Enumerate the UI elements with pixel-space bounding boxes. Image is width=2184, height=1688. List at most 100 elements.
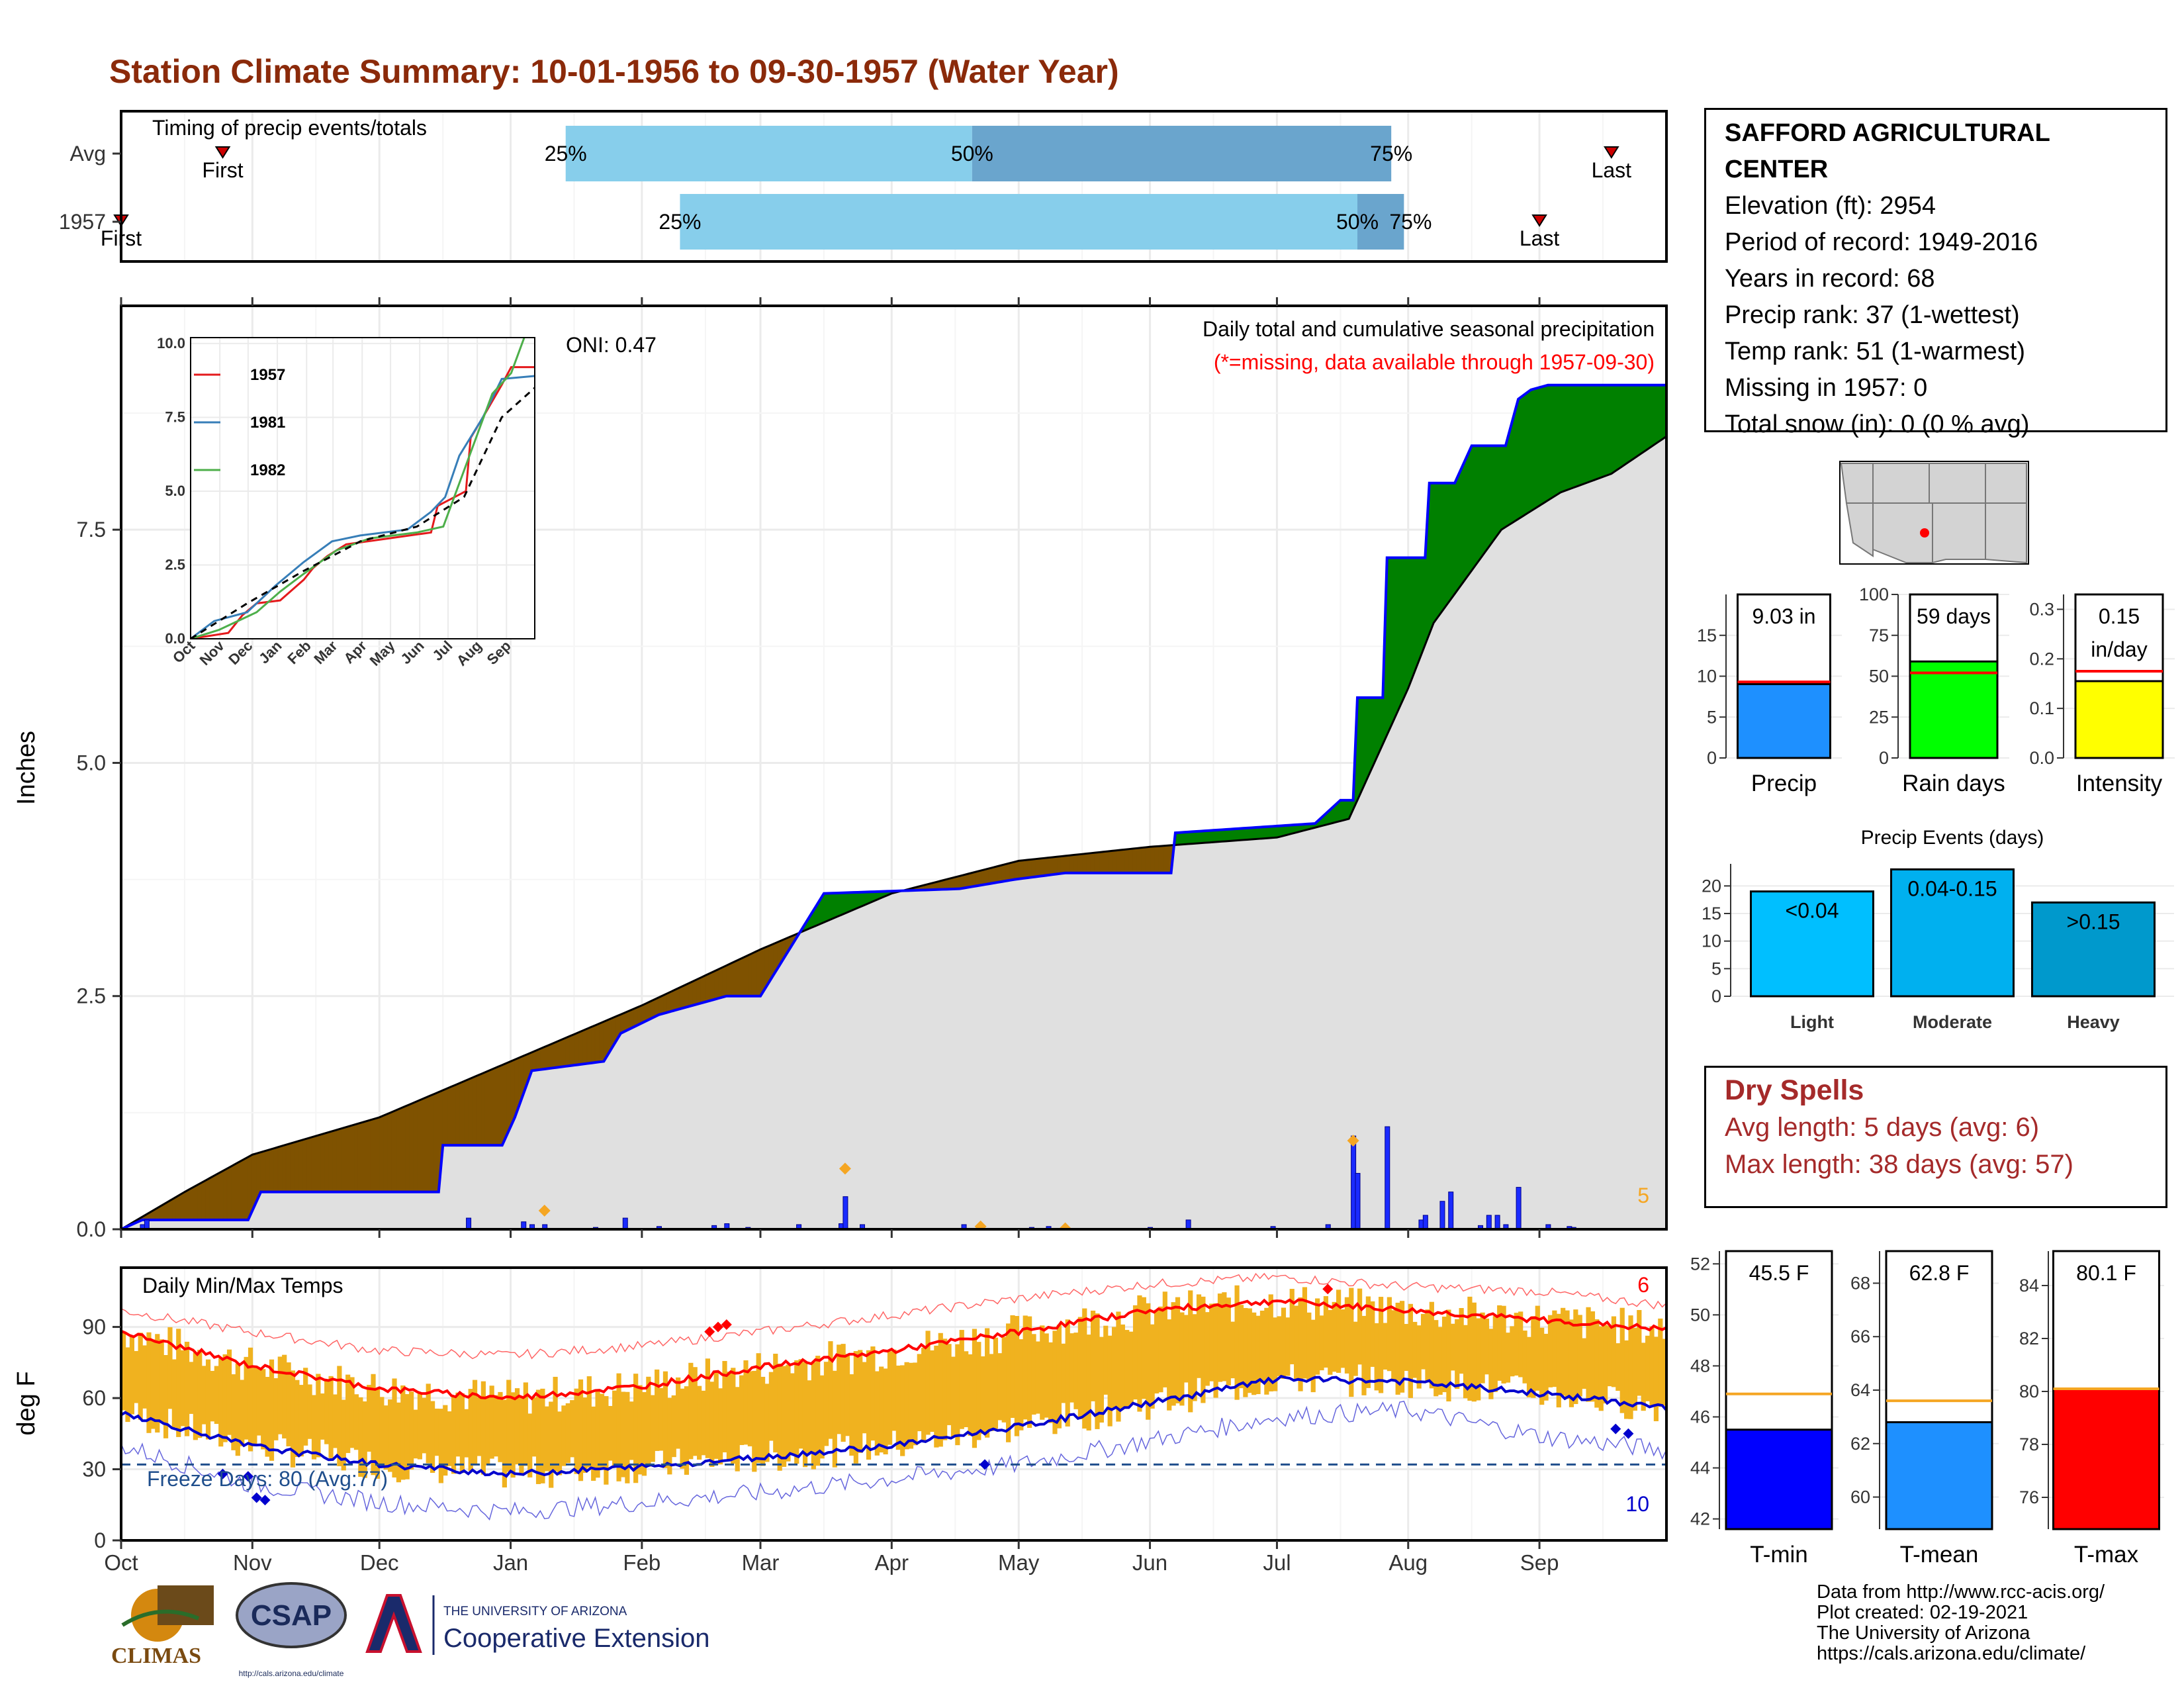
surplus-segment xyxy=(1467,445,1473,578)
daily-temp-bar xyxy=(709,1382,715,1467)
daily-temp-bar xyxy=(438,1409,443,1483)
daily-temp-bar xyxy=(1137,1295,1142,1412)
deficit-segment xyxy=(497,1064,503,1146)
daily-temp-bar xyxy=(180,1350,185,1427)
deficit-segment xyxy=(675,986,680,1011)
surplus-segment xyxy=(1255,827,1261,840)
deficit-segment xyxy=(1001,863,1007,882)
deficit-segment xyxy=(1035,858,1040,878)
daily-temp-bar xyxy=(595,1391,600,1478)
deficit-segment xyxy=(743,955,749,997)
daily-temp-bar xyxy=(790,1373,795,1454)
daily-temp-bar xyxy=(146,1332,152,1433)
daily-temp-bar xyxy=(1391,1310,1396,1380)
deficit-segment xyxy=(193,1184,198,1221)
precip-rank: Precip rank: 37 (1-wettest) xyxy=(1725,301,2020,329)
surplus-segment xyxy=(1208,829,1214,843)
deficit-segment xyxy=(726,962,731,997)
daily-temp-bar xyxy=(908,1362,914,1449)
footer-credits: Data from http://www.rcc-acis.org/ Plot … xyxy=(1817,1582,2105,1664)
deficit-segment xyxy=(345,1125,350,1193)
surplus-segment xyxy=(1522,392,1527,517)
daily-temp-bar xyxy=(1238,1305,1244,1389)
deficit-segment xyxy=(1052,856,1058,875)
surplus-segment xyxy=(1340,800,1345,821)
daily-temp-bar xyxy=(396,1402,402,1483)
daily-temp-bar xyxy=(1561,1307,1566,1396)
daily-temp-bar xyxy=(1056,1325,1062,1429)
inset-series-1982 xyxy=(191,338,525,639)
deficit-segment xyxy=(383,1113,388,1193)
daily-temp-bar xyxy=(637,1385,643,1475)
events-title: Precip Events (days) xyxy=(1861,827,2044,849)
summary-ytick-label: 0.3 xyxy=(2029,599,2054,619)
events-category-label: Moderate xyxy=(1913,1012,1992,1032)
summary-bar-value xyxy=(1737,682,1831,759)
surplus-segment xyxy=(1619,385,1625,469)
summary-ytick-label: 50 xyxy=(1690,1305,1710,1325)
deficit-segment xyxy=(430,1093,435,1193)
timing-title: Timing of precip events/totals xyxy=(152,116,427,140)
deficit-segment xyxy=(1128,848,1134,874)
daily-temp-bar xyxy=(1141,1297,1146,1399)
daily-temp-bar xyxy=(1476,1318,1481,1401)
timing-bar-upper xyxy=(1357,194,1404,250)
timing-label-50: 50% xyxy=(1336,210,1379,234)
daily-precip-bar xyxy=(796,1224,802,1229)
climas-logo: CLIMAS xyxy=(111,1585,214,1668)
daily-temp-bar xyxy=(1146,1303,1151,1420)
deficit-segment xyxy=(553,1041,558,1068)
daily-temp-bar xyxy=(451,1396,457,1474)
surplus-segment xyxy=(1539,385,1544,506)
daily-temp-bar xyxy=(1408,1303,1413,1398)
surplus-segment xyxy=(1606,385,1612,476)
surplus-segment xyxy=(1361,697,1367,791)
daily-temp-bar xyxy=(1641,1342,1646,1411)
daily-precip-bar xyxy=(1325,1224,1331,1229)
daily-temp-bar xyxy=(443,1405,448,1476)
events-ytick-label: 0 xyxy=(1711,986,1721,1006)
deficit-segment xyxy=(582,1028,588,1065)
daily-temp-bar xyxy=(1086,1335,1091,1430)
daily-temp-bar xyxy=(739,1375,745,1445)
surplus-segment xyxy=(1365,697,1371,782)
summary-chart-t-min: 42 44 46 48 50 52 45.5 F T-min xyxy=(1690,1250,1839,1568)
daily-precip-bar xyxy=(542,1224,548,1229)
daily-temp-bar xyxy=(485,1396,490,1466)
deficit-segment xyxy=(997,865,1003,883)
deficit-segment xyxy=(175,1194,181,1221)
daily-temp-bar xyxy=(798,1359,803,1449)
daily-temp-bar xyxy=(273,1378,279,1440)
daily-temp-bar xyxy=(1222,1292,1227,1382)
daily-temp-bar xyxy=(1429,1301,1434,1389)
surplus-segment xyxy=(1433,483,1439,624)
summary-ytick-label: 10 xyxy=(1697,667,1717,686)
month-label: May xyxy=(998,1550,1040,1575)
daily-precip-bar xyxy=(622,1217,628,1229)
daily-temp-bar xyxy=(1306,1312,1312,1381)
daily-temp-bar xyxy=(1243,1307,1248,1397)
daily-temp-bar xyxy=(320,1393,325,1440)
precip-ylabel: Inches xyxy=(13,731,40,805)
daily-temp-bar xyxy=(426,1383,431,1464)
deficit-segment xyxy=(349,1124,355,1193)
daily-temp-bar xyxy=(1277,1316,1282,1376)
surplus-segment xyxy=(1450,483,1455,601)
month-label: Sep xyxy=(1520,1550,1559,1575)
surplus-segment xyxy=(1395,557,1400,717)
timing-last-label: Last xyxy=(1592,158,1632,182)
summary-chart-t-max: 76 78 80 82 84 80.1 F T-max xyxy=(2019,1250,2164,1568)
surplus-segment xyxy=(1641,385,1646,455)
record-min-line xyxy=(121,1400,1666,1521)
daily-temp-bar xyxy=(240,1380,245,1446)
daily-temp-bar xyxy=(159,1339,164,1423)
daily-temp-bar xyxy=(1065,1319,1070,1427)
daily-temp-bar xyxy=(349,1377,355,1448)
daily-temp-bar xyxy=(400,1385,406,1480)
daily-temp-bar xyxy=(1264,1307,1269,1395)
daily-temp-bar xyxy=(1539,1327,1545,1405)
precip-ytick-label: 5.0 xyxy=(77,751,106,774)
surplus-segment xyxy=(1205,830,1210,843)
daily-temp-bar xyxy=(226,1349,232,1435)
summary-ytick-label: 100 xyxy=(1859,585,1889,604)
